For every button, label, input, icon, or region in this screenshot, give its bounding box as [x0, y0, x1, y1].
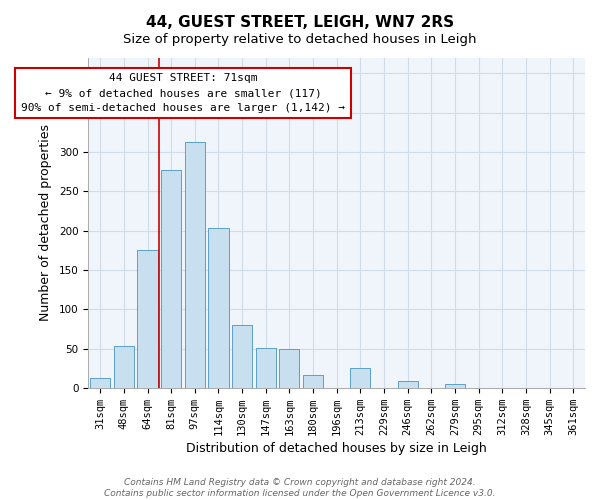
Bar [303, 375, 323, 388]
Y-axis label: Number of detached properties: Number of detached properties [39, 124, 52, 321]
Bar [208, 228, 229, 388]
Bar [256, 348, 276, 388]
Bar [232, 325, 252, 388]
Bar [280, 348, 299, 388]
Bar [445, 384, 465, 388]
Bar [161, 170, 181, 388]
Text: Size of property relative to detached houses in Leigh: Size of property relative to detached ho… [123, 32, 477, 46]
Bar [350, 368, 370, 388]
Text: 44, GUEST STREET, LEIGH, WN7 2RS: 44, GUEST STREET, LEIGH, WN7 2RS [146, 15, 454, 30]
X-axis label: Distribution of detached houses by size in Leigh: Distribution of detached houses by size … [187, 442, 487, 455]
Text: 44 GUEST STREET: 71sqm
← 9% of detached houses are smaller (117)
90% of semi-det: 44 GUEST STREET: 71sqm ← 9% of detached … [21, 73, 345, 113]
Text: Contains HM Land Registry data © Crown copyright and database right 2024.
Contai: Contains HM Land Registry data © Crown c… [104, 478, 496, 498]
Bar [90, 378, 110, 388]
Bar [398, 381, 418, 388]
Bar [114, 346, 134, 388]
Bar [185, 142, 205, 388]
Bar [137, 250, 158, 388]
